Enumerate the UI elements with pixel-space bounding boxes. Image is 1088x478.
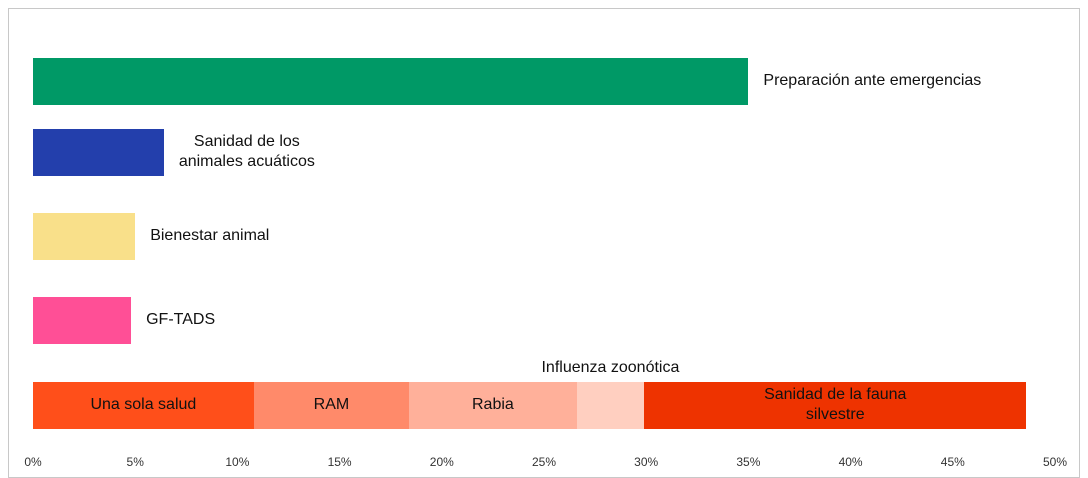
x-tick-label: 15% — [327, 455, 352, 469]
series-label: Influenza zoonótica — [541, 359, 680, 376]
series-label: Rabia — [471, 396, 514, 413]
x-tick-label: 0% — [24, 455, 42, 469]
x-tick-label: 35% — [736, 455, 761, 469]
bar — [644, 381, 1027, 429]
x-tick-label: 25% — [531, 455, 557, 469]
series-label: Sanidad de los animales acuáticos — [178, 133, 315, 170]
x-tick-label: 30% — [634, 455, 659, 469]
x-tick-label: 45% — [940, 455, 965, 469]
series-label: Sanidad de la fauna silvestre — [764, 386, 907, 423]
bar — [33, 57, 749, 105]
series-label: Una sola salud — [90, 396, 197, 413]
bar — [33, 296, 132, 344]
series-label: GF-TADS — [146, 311, 216, 328]
bar — [33, 128, 164, 176]
series-label: Preparación ante emergencias — [763, 72, 982, 89]
x-tick-label: 10% — [225, 455, 250, 469]
series-label: Bienestar animal — [150, 227, 270, 244]
bar — [409, 381, 577, 429]
x-tick-label: 5% — [126, 455, 144, 469]
bar — [576, 381, 645, 429]
bar — [33, 381, 254, 429]
x-tick-label: 50% — [1042, 455, 1068, 469]
x-tick-label: 40% — [838, 455, 863, 469]
x-tick-label: 20% — [429, 455, 454, 469]
chart: 0% 5% 10% 15% 20% 25% 30% 35% 40% 45% 50% Preparaci… — [8, 8, 1080, 478]
bar — [253, 381, 410, 429]
bar — [33, 212, 136, 260]
series-label: RAM — [313, 396, 350, 413]
